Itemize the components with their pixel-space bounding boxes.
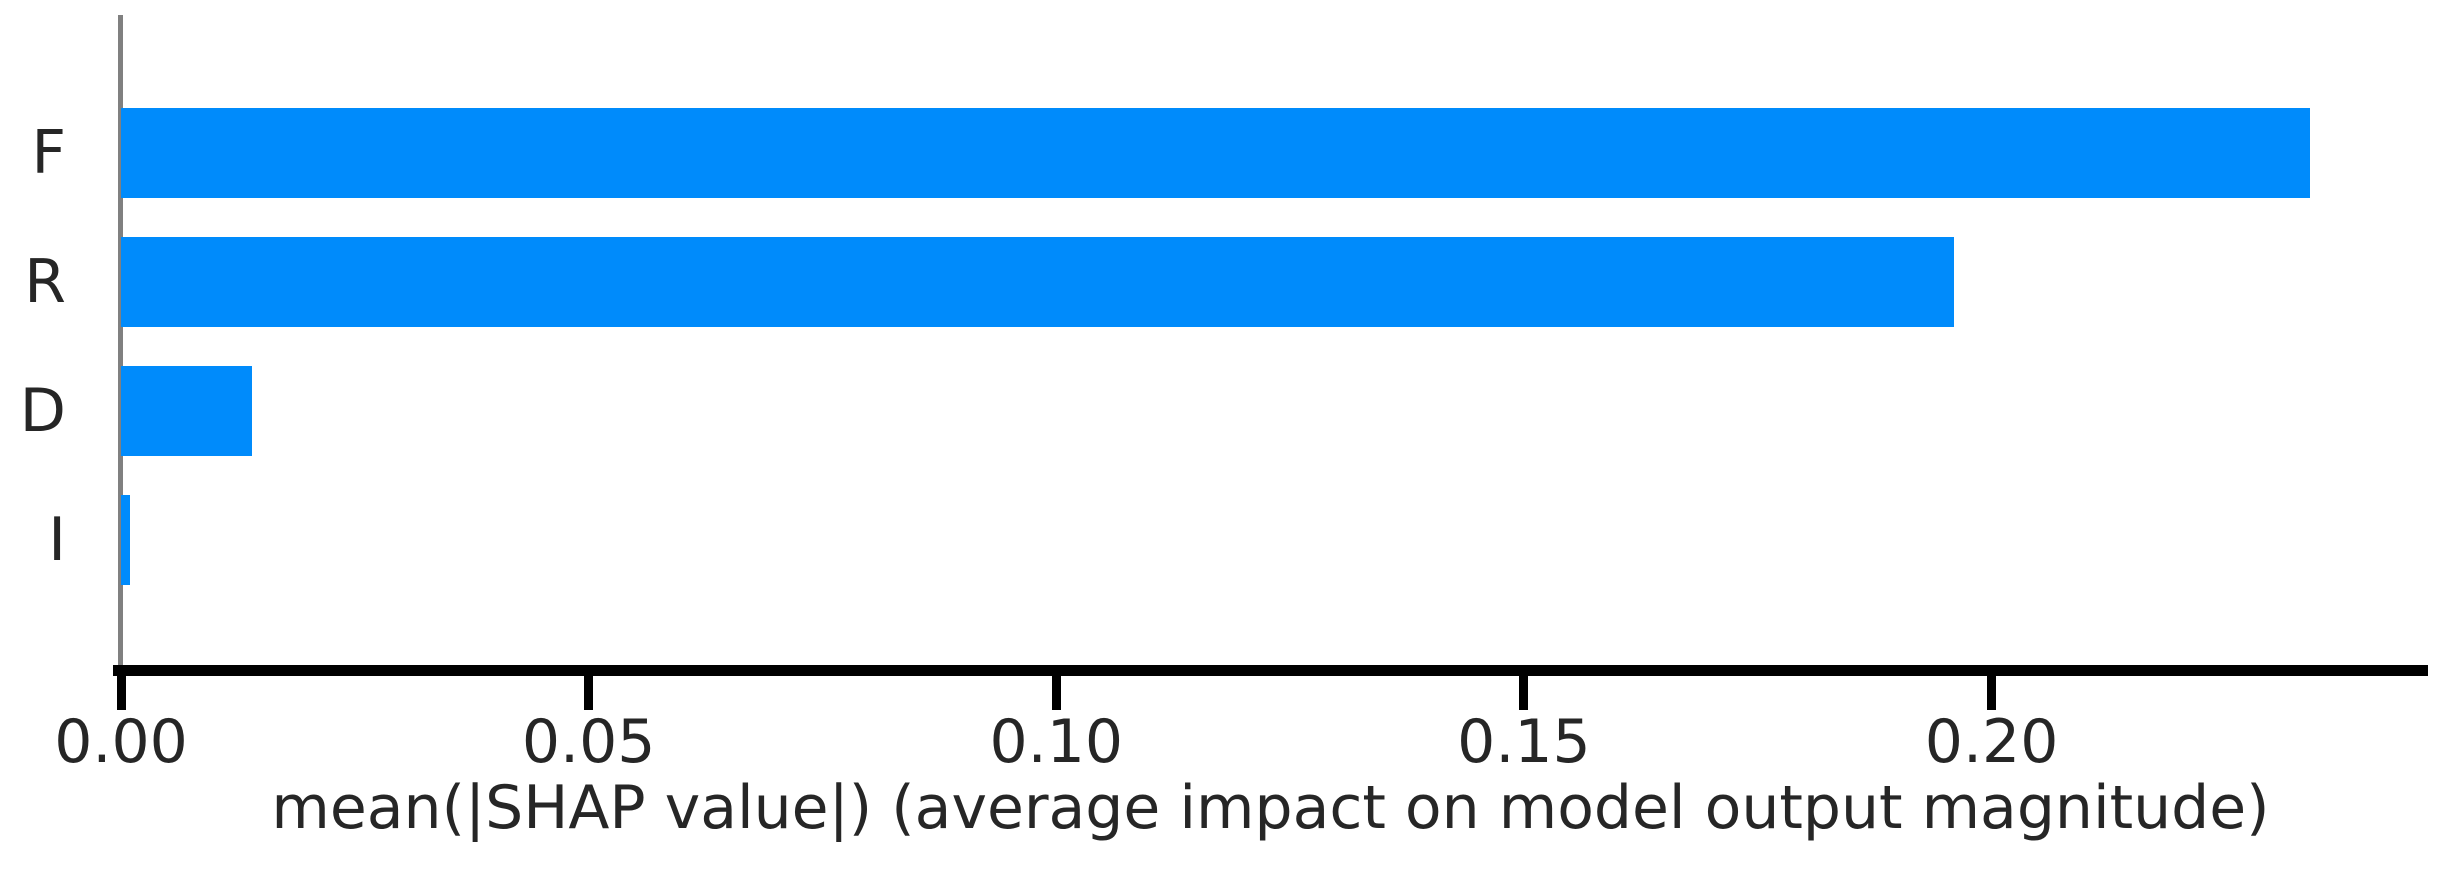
x-tick-0.20 [1987, 676, 1997, 710]
bar-I [121, 495, 130, 586]
x-tick-0.15 [1519, 676, 1529, 710]
x-tick-label-0.05: 0.05 [521, 707, 656, 777]
x-tick-label-0.15: 0.15 [1457, 707, 1591, 777]
x-axis-label: mean(|SHAP value|) (average impact on mo… [271, 773, 2270, 843]
y-category-label-R: R [24, 246, 66, 317]
x-tick-label-0.00: 0.00 [54, 707, 188, 777]
bar-F [121, 107, 2310, 198]
x-tick-0.05 [584, 676, 594, 710]
bar-R [121, 236, 1954, 327]
bar-D [121, 366, 252, 457]
y-category-label-I: I [48, 505, 66, 576]
x-tick-0.00 [116, 676, 126, 710]
x-tick-label-0.10: 0.10 [989, 707, 1124, 777]
y-axis-spine [118, 15, 123, 666]
y-category-label-D: D [19, 376, 66, 447]
y-category-label-F: F [31, 117, 66, 188]
x-tick-0.10 [1051, 676, 1061, 710]
x-tick-label-0.20: 0.20 [1924, 707, 2059, 777]
x-axis-line [113, 665, 2428, 676]
